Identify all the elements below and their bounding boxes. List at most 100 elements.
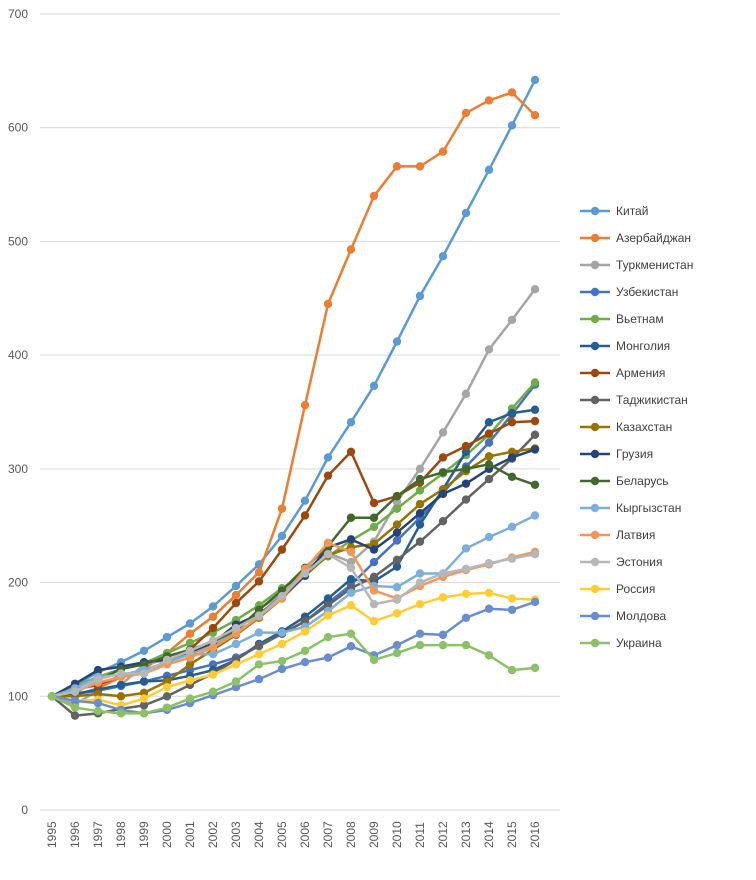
legend-item: Узбекистан [580, 285, 678, 299]
data-point [484, 460, 494, 469]
data-point [530, 480, 540, 489]
data-point [438, 468, 448, 477]
data-point [277, 656, 287, 666]
data-point [530, 416, 540, 426]
data-point [162, 692, 172, 701]
data-point [530, 405, 540, 414]
data-point [415, 578, 425, 587]
data-point [277, 592, 287, 601]
data-point [484, 532, 494, 542]
data-point [346, 563, 356, 572]
x-tick-label: 2000 [160, 821, 174, 848]
y-tick-label: 200 [8, 576, 28, 590]
series-line [50, 632, 537, 715]
series-line [50, 433, 537, 717]
data-point [369, 557, 379, 567]
data-point [507, 121, 517, 130]
legend-swatch-marker [590, 638, 600, 648]
data-point [323, 299, 333, 309]
legend-swatch-marker [590, 476, 600, 486]
data-point [300, 627, 310, 636]
data-point [185, 646, 195, 655]
x-tick-label: 1995 [45, 821, 59, 848]
x-tick-label: 2008 [344, 821, 358, 848]
data-point [461, 544, 471, 553]
data-point [369, 655, 379, 665]
legend-label: Украина [616, 636, 662, 650]
series-line [50, 552, 537, 698]
data-point [392, 555, 402, 565]
legend-item: Вьетнам [580, 312, 664, 326]
legend-label: Молдова [616, 609, 666, 623]
x-tick-label: 2001 [183, 821, 197, 848]
legend-swatch-marker [590, 314, 600, 324]
data-point [438, 640, 448, 650]
data-point [392, 491, 402, 501]
legend: Китай Азербайджан Туркменистан Узбекистан Вь… [580, 204, 693, 650]
data-point [461, 589, 471, 599]
legend-swatch-marker [590, 503, 600, 513]
data-point [231, 677, 241, 686]
x-tick-label: 2012 [436, 821, 450, 848]
data-point [208, 643, 218, 652]
series-16 [47, 629, 540, 718]
data-point [484, 165, 494, 174]
data-point [346, 642, 356, 651]
series-4 [47, 378, 540, 701]
legend-swatch-marker [590, 584, 600, 594]
data-point [507, 665, 517, 675]
data-point [438, 147, 448, 156]
legend-swatch-marker [590, 287, 600, 297]
data-point [93, 706, 103, 716]
data-point [507, 554, 517, 563]
x-tick-label: 2007 [321, 821, 335, 848]
x-tick-label: 2006 [298, 821, 312, 848]
data-point [415, 162, 425, 171]
data-point [300, 400, 310, 410]
data-point [231, 590, 241, 600]
x-tick-label: 2002 [206, 821, 220, 848]
legend-swatch-marker [590, 422, 600, 432]
legend-item: Эстония [580, 555, 663, 569]
data-point [346, 447, 356, 456]
data-point [208, 612, 218, 621]
data-point [254, 568, 264, 577]
data-point [507, 522, 517, 532]
data-point [530, 445, 540, 454]
data-point [300, 496, 310, 505]
data-point [208, 650, 218, 659]
legend-label: Казахстан [616, 420, 672, 434]
legend-item: Таджикистан [580, 393, 688, 407]
legend-item: Китай [580, 204, 648, 218]
gridlines [40, 13, 560, 811]
y-tick-label: 300 [8, 462, 28, 476]
data-point [162, 682, 172, 692]
data-point [70, 696, 80, 706]
data-point [415, 474, 425, 484]
data-point [185, 638, 195, 648]
data-point [254, 577, 264, 586]
data-point [346, 513, 356, 522]
data-point [300, 511, 310, 520]
data-point [438, 252, 448, 261]
data-point [300, 569, 310, 578]
legend-label: Кыргызстан [616, 501, 681, 515]
data-point [530, 378, 540, 387]
axes: 0 100 200 300 400 500 600 700 1995 1996 1997 1998 19… [8, 7, 542, 848]
x-tick-label: 2016 [528, 821, 542, 848]
data-point [530, 75, 540, 85]
data-point [461, 613, 471, 623]
data-point [116, 680, 126, 690]
legend-label: Вьетнам [616, 312, 664, 326]
data-point [231, 623, 241, 633]
data-point [484, 418, 494, 427]
data-point [185, 629, 195, 638]
data-point [415, 537, 425, 546]
data-point [47, 692, 57, 701]
data-point [208, 670, 218, 679]
data-point [277, 531, 287, 541]
data-point [346, 245, 356, 254]
legend-label: Монголия [616, 339, 670, 353]
x-tick-label: 2004 [252, 821, 266, 848]
y-tick-label: 700 [8, 7, 28, 21]
